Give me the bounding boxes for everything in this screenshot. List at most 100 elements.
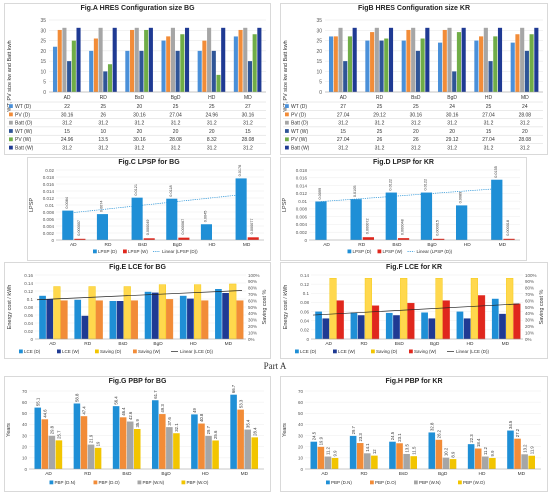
y-tick-label: 5	[43, 80, 46, 86]
saving-bar	[364, 277, 372, 340]
bar	[352, 27, 357, 93]
y2-tick-label: 10%	[248, 330, 257, 335]
bar	[467, 444, 475, 469]
bar	[62, 210, 74, 240]
bar	[521, 454, 528, 469]
x-tick-label: HD	[464, 242, 471, 248]
x-tick-label: BsD	[395, 341, 405, 347]
bar	[180, 34, 185, 92]
y2-tick-label: 30%	[248, 318, 257, 323]
saving-bar	[329, 277, 337, 340]
bar	[151, 400, 159, 469]
y-tick-label: 30	[40, 28, 46, 34]
bar	[166, 36, 171, 92]
table-cell: 27	[340, 104, 346, 110]
y-tick-label: 0	[43, 90, 46, 96]
bar	[41, 419, 49, 469]
table-cell: 10	[100, 129, 106, 135]
y-tick-label: 0.006	[43, 217, 55, 222]
bar	[52, 46, 58, 92]
data-label: 61.7	[153, 390, 158, 399]
chart-title: Fig.D LPSP for KR	[373, 159, 434, 166]
saving-bar	[95, 300, 103, 340]
y2-axis-label: Saving cost %	[262, 289, 268, 324]
bar	[126, 421, 134, 469]
legend-label: Saving (D)	[376, 349, 398, 354]
bar	[435, 439, 443, 469]
legend-label: PBP (D.N)	[331, 480, 352, 485]
bar	[178, 237, 190, 240]
data-label: 9.9	[333, 450, 338, 457]
table-cell: 25	[377, 104, 383, 110]
legend-label: LPSP (W)	[383, 249, 403, 254]
y-tick-label: 0.006	[296, 214, 308, 219]
y2-tick-label: 100%	[248, 273, 260, 278]
table-cell: 22	[64, 104, 70, 110]
legend-label: LCE (W)	[62, 349, 80, 354]
legend-swatch	[414, 480, 418, 485]
y-tick-label: 5	[319, 80, 322, 86]
data-label: 25.7	[57, 430, 62, 439]
data-label: 0.000007	[77, 220, 81, 236]
data-label: 0.000015	[436, 220, 440, 236]
y-tick-label: 15	[316, 59, 322, 65]
x-tick-label: BgD	[161, 471, 171, 477]
bar	[415, 50, 420, 92]
table-cell: 24.96	[61, 137, 74, 143]
legend-label: LCE (D)	[24, 349, 41, 354]
y-tick-label: 25	[40, 39, 46, 45]
chart-title: Fig.G PBP for BG	[108, 378, 167, 385]
y-tick-label: 0.012	[296, 191, 308, 196]
bar	[315, 201, 327, 240]
data-label: 8.9	[451, 451, 456, 458]
saving-bar	[336, 300, 344, 340]
x-tick-label: BsD	[122, 471, 132, 477]
chart-fig-g: 0 10 20 30 40 50 60 70 Years 55.144.6 29.825.7 AD 58…	[6, 384, 264, 485]
legend-label: Linear (LPSP (D))	[417, 249, 453, 254]
x-tick-label: BgD	[153, 341, 163, 347]
chart-panel-fig-b: FigB HRES Configuration size KR 0 5 10 15 20…	[280, 3, 548, 155]
table-cell: 25	[377, 129, 383, 135]
y2-tick-label: 50%	[248, 305, 257, 310]
y-tick-label: 0	[24, 467, 27, 472]
table-cell: 31.2	[243, 146, 253, 152]
bar	[151, 292, 159, 339]
bar	[499, 313, 506, 339]
y-tick-label: 30	[22, 433, 28, 438]
legend-swatch	[409, 349, 413, 354]
bar	[488, 61, 493, 92]
table-cell: 26	[413, 137, 419, 143]
x-tick-label: BsD	[399, 471, 409, 477]
data-label: 0.0122	[423, 179, 427, 191]
x-tick-label: HD	[208, 95, 216, 101]
bar	[442, 29, 447, 92]
x-tick-label: BgD	[427, 242, 437, 248]
bar	[324, 456, 332, 469]
table-row-label: PV (W)	[291, 137, 307, 143]
bar	[474, 448, 482, 469]
bar	[507, 430, 514, 469]
x-tick-label: BgD	[430, 341, 440, 347]
bar	[515, 34, 520, 92]
x-tick-label: BsD	[411, 95, 421, 101]
bar	[87, 444, 95, 469]
x-tick-label: RD	[376, 95, 384, 101]
legend-label: PBP (W.O)	[463, 480, 485, 485]
x-tick-label: HD	[190, 341, 197, 347]
bar	[173, 433, 180, 469]
legend-swatch	[181, 480, 186, 485]
bar	[456, 32, 462, 92]
bar	[166, 427, 173, 469]
legend-swatch	[370, 480, 374, 485]
data-label: 66.7	[231, 384, 236, 393]
y-tick-label: 0.14	[24, 281, 33, 286]
table-cell: 31.2	[375, 146, 385, 152]
y-tick-label: 0.01	[45, 203, 54, 208]
table-cell: 25	[209, 104, 215, 110]
bar	[397, 238, 410, 240]
table-cell: 25	[173, 104, 179, 110]
legend-label: PBP (D.N)	[55, 480, 76, 485]
bar	[396, 443, 403, 469]
trend-line	[67, 194, 242, 214]
y-tick-label: 0.06	[300, 309, 309, 314]
